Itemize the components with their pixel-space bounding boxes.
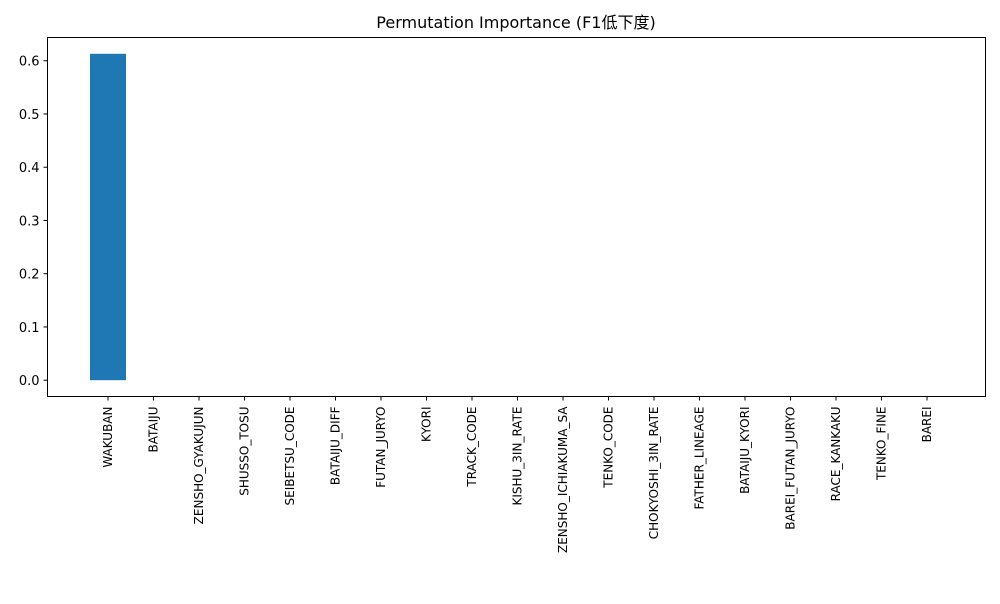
- x-tick-label-tenko-code: TENKO_CODE: [602, 407, 616, 489]
- x-tick-label-bataiju: BATAIJU: [147, 407, 161, 453]
- bar-wakuban: [90, 53, 126, 381]
- y-tick-label: 0.1: [19, 321, 40, 336]
- x-tick-label-barei: BAREI: [920, 407, 934, 443]
- y-tick-label: 0.6: [19, 55, 40, 70]
- x-tick-label-kishu-3in-rate: KISHU_3IN_RATE: [511, 407, 525, 506]
- y-tick-label: 0.0: [19, 374, 40, 389]
- x-tick-label-chokyoshi-3in-rate: CHOKYOSHI_3IN_RATE: [647, 407, 661, 540]
- y-tick-label: 0.4: [19, 161, 40, 176]
- x-tick-label-race-kankaku: RACE_KANKAKU: [829, 407, 843, 502]
- x-tick-label-father-lineage: FATHER_LINEAGE: [693, 407, 707, 510]
- x-tick-label-bataiju-kyori: BATAIJU_KYORI: [738, 407, 752, 494]
- chart-title: Permutation Importance (F1低下度): [376, 13, 655, 32]
- y-tick-label: 0.2: [19, 268, 40, 283]
- x-tick-label-bataiju-diff: BATAIJU_DIFF: [329, 406, 343, 485]
- x-tick-label-zensho-gyakujun: ZENSHO_GYAKUJUN: [192, 407, 206, 525]
- x-tick-label-track-code: TRACK_CODE: [465, 407, 479, 488]
- y-tick-label: 0.3: [19, 214, 40, 229]
- x-axis: WAKUBAN BATAIJU ZENSHO_GYAKUJUN SHUSSO_TOSU…: [101, 396, 934, 553]
- plot-frame: [47, 37, 986, 397]
- x-tick-label-seibetsu-code: SEIBETSU_CODE: [283, 407, 297, 506]
- x-tick-label-barei-futan-juryo: BAREI_FUTAN_JURYO: [784, 407, 798, 530]
- y-tick-label: 0.5: [19, 108, 40, 123]
- x-tick-label-kyori: KYORI: [420, 407, 434, 442]
- x-tick-label-futan-juryo: FUTAN_JURYO: [374, 407, 388, 488]
- x-tick-label-tenko-fine: TENKO_FINE: [875, 407, 889, 482]
- x-tick-label-shusso-tosu: SHUSSO_TOSU: [238, 407, 252, 496]
- y-axis: 0.0 0.1 0.2 0.3 0.4 0.5 0.6: [19, 55, 48, 389]
- x-tick-label-wakuban: WAKUBAN: [101, 407, 115, 468]
- x-tick-label-zensho-ichiakuma-sa: ZENSHO_ICHIAKUMA_SA: [556, 406, 570, 553]
- bars-layer: [90, 53, 126, 381]
